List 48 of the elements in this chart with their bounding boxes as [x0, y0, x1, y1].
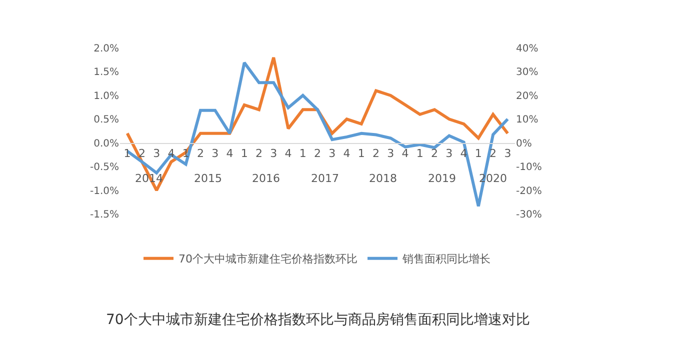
y-tick-label: -1.5%	[90, 210, 119, 220]
x-tick-label: 3	[504, 147, 512, 160]
x-tick-label: 1	[474, 147, 482, 160]
x-tick-label: 1	[182, 147, 190, 160]
x-tick-label: 2	[196, 147, 204, 160]
annotation: 2018	[369, 172, 397, 185]
y-tick-label: 1.0%	[94, 90, 119, 102]
legend-label: 70个大中城市新建住宅价格指数环比	[178, 252, 358, 266]
y-tick-label: -1.0%	[90, 186, 119, 197]
y-tick-label: -0.5%	[90, 162, 119, 174]
y-tick-label: 0.0%	[94, 138, 119, 150]
y2-tick-label: 0%	[516, 138, 532, 150]
annotation: 2019	[428, 172, 456, 185]
annotation: 2016	[252, 172, 280, 185]
annotation: 2017	[311, 172, 339, 185]
x-tick-label: 3	[387, 147, 394, 160]
x-tick-label: 2	[431, 147, 438, 160]
y2-tick-label: 30%	[516, 67, 538, 78]
x-tick-label: 2	[372, 147, 380, 160]
x-tick-label: 1	[299, 147, 306, 160]
x-tick-label: 3	[328, 147, 336, 160]
x-tick-label: 2	[490, 147, 497, 160]
x-tick-label: 3	[212, 147, 219, 160]
y2-tick-label: -10%	[516, 162, 542, 174]
x-tick-label: 2	[138, 147, 146, 160]
x-tick-label: 4	[284, 147, 292, 160]
y-tick-label: 2.0%	[94, 44, 119, 54]
x-tick-label: 1	[358, 147, 365, 160]
x-tick-label: 3	[153, 147, 160, 160]
x-tick-label: 4	[343, 147, 350, 160]
x-tick-label: 1	[240, 147, 248, 160]
text: 70个大中城市新建住宅价格指数环比与商品房销售面积同比增速对比	[106, 312, 530, 328]
x-tick-label: 3	[446, 147, 453, 160]
x-tick-label: 4	[226, 147, 234, 160]
y2-tick-label: -30%	[516, 210, 542, 220]
x-tick-label: 1	[416, 147, 424, 160]
x-tick-label: 3	[270, 147, 278, 160]
y2-tick-label: 40%	[516, 44, 538, 54]
y2-tick-label: 10%	[516, 114, 538, 126]
x-tick-label: 2	[255, 147, 262, 160]
y-tick-label: 1.5%	[94, 67, 119, 78]
x-tick-label: 2	[314, 147, 321, 160]
y2-tick-label: -20%	[516, 186, 542, 197]
y-tick-label: 0.5%	[94, 114, 119, 126]
y2-tick-label: 20%	[516, 90, 538, 102]
legend-label: 销售面积同比增长	[402, 252, 490, 266]
annotation: 2015	[194, 172, 222, 185]
x-tick-label: 4	[402, 147, 409, 160]
